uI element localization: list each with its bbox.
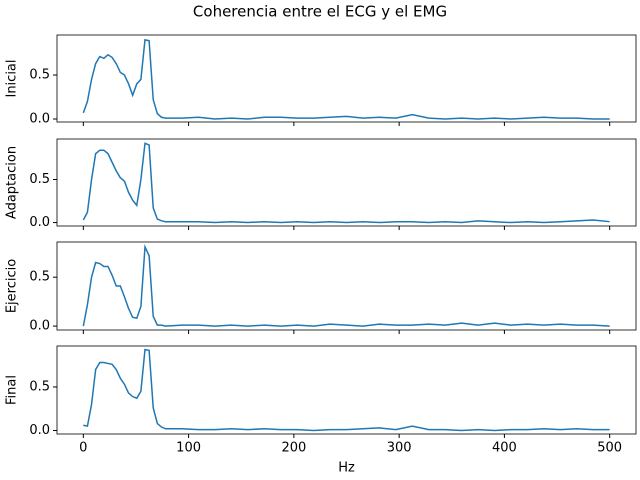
x-tick-label: 300: [387, 441, 412, 456]
x-axis-label: Hz: [338, 461, 355, 476]
y-tick-label: 0.0: [29, 215, 50, 230]
x-tick-label: 100: [176, 441, 201, 456]
figure-title: Coherencia entre el ECG y el EMG: [193, 3, 447, 21]
axes-frame: [56, 138, 637, 227]
x-tick-label: 500: [597, 441, 622, 456]
x-tick-label: 200: [281, 441, 306, 456]
y-tick-label: 0.0: [29, 112, 50, 127]
axes-frame: [56, 241, 637, 331]
y-tick-label: 0.5: [29, 68, 50, 83]
y-tick-label: 0.0: [29, 319, 50, 334]
y-tick-label: 0.0: [29, 423, 50, 438]
y-axis-label: Inicial: [5, 59, 20, 97]
series-line: [82, 243, 610, 327]
y-tick-label: 0.5: [29, 172, 50, 187]
y-tick-label: 0.5: [29, 379, 50, 394]
y-axis-label: Ejercicio: [5, 259, 20, 313]
x-tick-label: 0: [79, 441, 87, 456]
y-axis-label: Adaptacion: [5, 146, 20, 219]
series-line: [82, 142, 610, 224]
series-line: [83, 348, 610, 432]
y-axis-label: Final: [5, 375, 20, 405]
axes-frame: [56, 34, 637, 123]
x-tick-label: 400: [492, 441, 517, 456]
y-tick-label: 0.5: [29, 270, 50, 285]
series-line: [82, 38, 610, 120]
axes-frame: [56, 345, 637, 435]
